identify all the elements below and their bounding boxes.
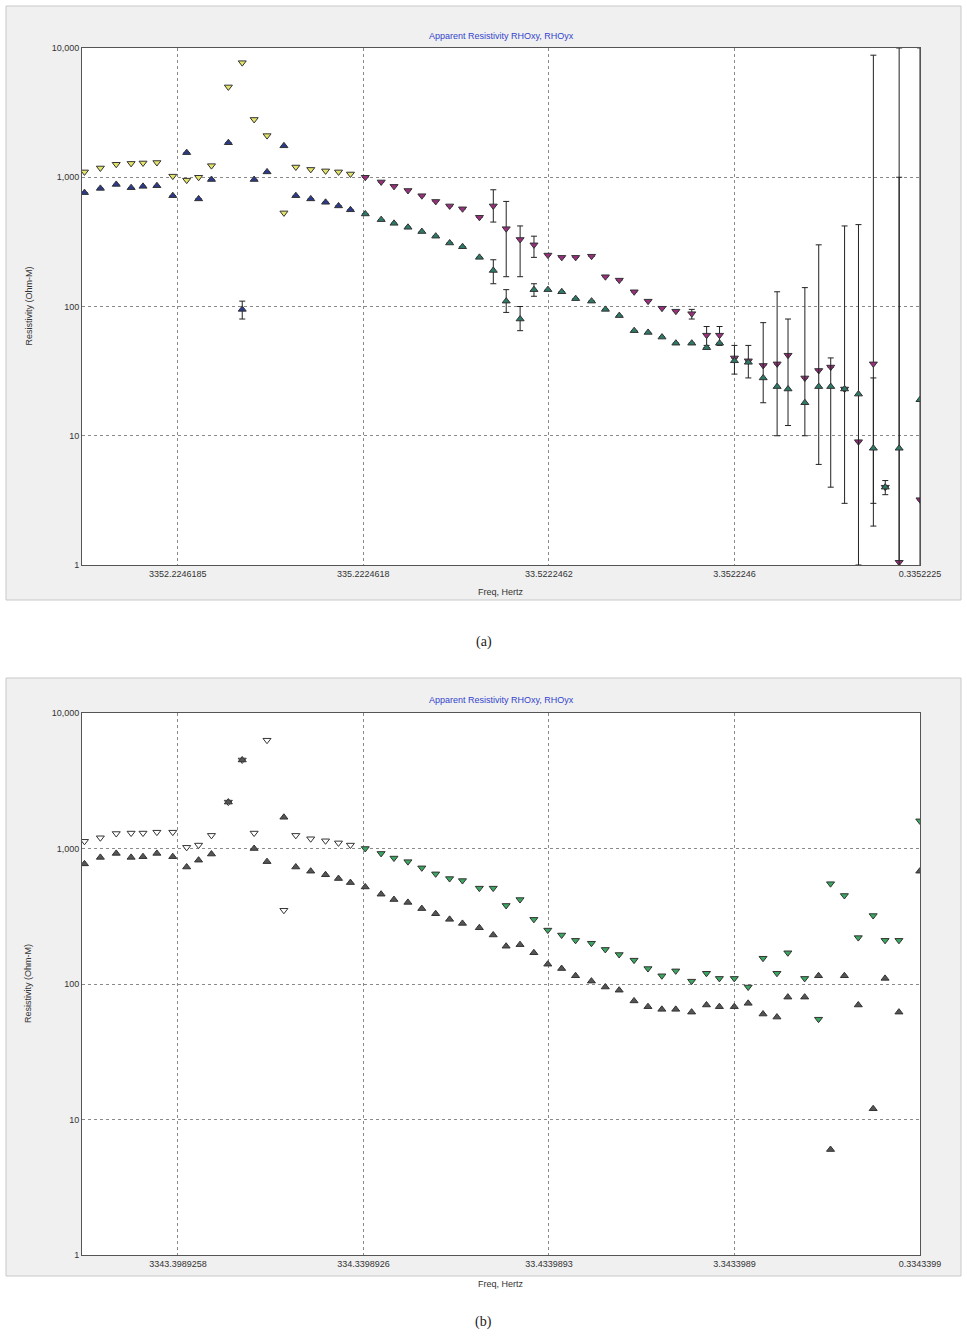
svg-text:100: 100: [64, 979, 79, 989]
svg-text:100: 100: [64, 302, 79, 312]
svg-text:0.3343399: 0.3343399: [899, 1259, 942, 1269]
svg-text:10,000: 10,000: [52, 43, 80, 53]
svg-text:3.3522246: 3.3522246: [713, 569, 756, 579]
svg-text:335.2224618: 335.2224618: [337, 569, 390, 579]
svg-text:Apparent Resistivity RHOxy, RH: Apparent Resistivity RHOxy, RHOyx: [429, 695, 574, 705]
svg-text:(b): (b): [475, 1314, 492, 1330]
svg-text:(a): (a): [476, 634, 492, 650]
svg-text:3352.2246185: 3352.2246185: [149, 569, 207, 579]
svg-text:334.3398926: 334.3398926: [337, 1259, 390, 1269]
svg-text:1,000: 1,000: [57, 172, 80, 182]
svg-text:33.5222462: 33.5222462: [525, 569, 573, 579]
svg-text:Apparent Resistivity RHOxy, RH: Apparent Resistivity RHOxy, RHOyx: [429, 31, 574, 41]
svg-text:10: 10: [69, 1115, 79, 1125]
svg-text:10,000: 10,000: [52, 708, 80, 718]
svg-text:Resistivity (Ohm-M): Resistivity (Ohm-M): [24, 267, 34, 346]
svg-text:10: 10: [69, 431, 79, 441]
svg-text:Freq, Hertz: Freq, Hertz: [478, 587, 524, 597]
svg-text:0.3352225: 0.3352225: [899, 569, 942, 579]
svg-text:3.3433989: 3.3433989: [713, 1259, 756, 1269]
svg-text:1,000: 1,000: [57, 844, 80, 854]
svg-text:1: 1: [74, 1250, 79, 1260]
svg-text:3343.3989258: 3343.3989258: [149, 1259, 207, 1269]
svg-text:Resistivity (Ohm-M): Resistivity (Ohm-M): [23, 944, 33, 1023]
svg-text:Freq, Hertz: Freq, Hertz: [478, 1279, 524, 1289]
svg-text:33.4339893: 33.4339893: [525, 1259, 573, 1269]
svg-text:1: 1: [74, 560, 79, 570]
